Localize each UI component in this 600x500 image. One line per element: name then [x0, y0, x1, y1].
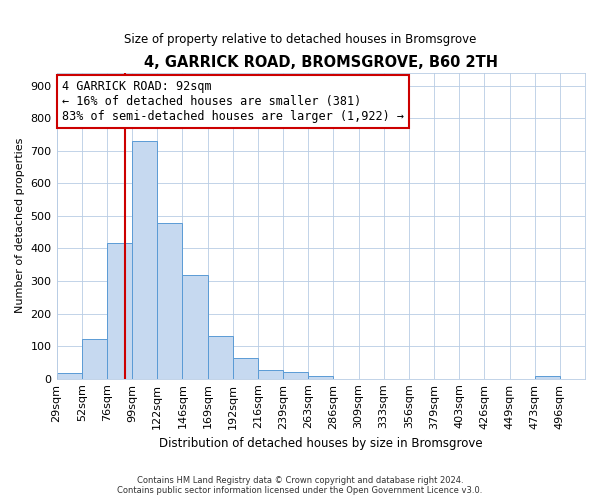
Bar	[308, 376, 334, 378]
Text: Size of property relative to detached houses in Bromsgrove: Size of property relative to detached ho…	[124, 32, 476, 46]
Bar	[208, 336, 233, 378]
Bar	[132, 141, 157, 378]
Text: Contains HM Land Registry data © Crown copyright and database right 2024.
Contai: Contains HM Land Registry data © Crown c…	[118, 476, 482, 495]
Bar	[107, 242, 132, 378]
Bar	[56, 373, 82, 378]
Bar	[258, 370, 283, 378]
Bar	[182, 276, 208, 378]
Text: 4 GARRICK ROAD: 92sqm
← 16% of detached houses are smaller (381)
83% of semi-det: 4 GARRICK ROAD: 92sqm ← 16% of detached …	[62, 80, 404, 123]
X-axis label: Distribution of detached houses by size in Bromsgrove: Distribution of detached houses by size …	[159, 437, 482, 450]
Bar	[82, 339, 107, 378]
Bar	[283, 372, 308, 378]
Title: 4, GARRICK ROAD, BROMSGROVE, B60 2TH: 4, GARRICK ROAD, BROMSGROVE, B60 2TH	[144, 55, 498, 70]
Bar	[233, 358, 258, 378]
Bar	[535, 376, 560, 378]
Y-axis label: Number of detached properties: Number of detached properties	[15, 138, 25, 314]
Bar	[157, 223, 182, 378]
